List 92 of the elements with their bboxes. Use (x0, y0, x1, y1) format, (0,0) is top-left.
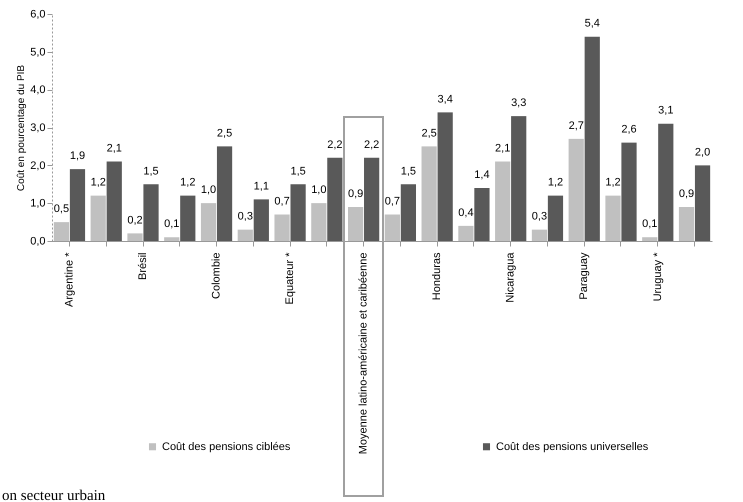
bar (438, 112, 453, 241)
x-tick-label: Nicaragua (504, 252, 517, 303)
y-tick-label: 3,0 (30, 122, 46, 134)
bar (164, 237, 180, 241)
data-label: 2,1 (495, 142, 510, 155)
x-tick-label: Uruguay * (652, 252, 664, 302)
data-label: 1,5 (143, 165, 159, 178)
data-label: 2,5 (216, 127, 232, 140)
bar (400, 184, 416, 241)
y-tick-label: 1,0 (30, 198, 46, 210)
x-tick-label: Moyenne latino-américaine et caribéenne (358, 252, 370, 454)
data-label: 1,9 (70, 150, 86, 162)
data-label: 2,6 (621, 124, 637, 136)
data-label: 0,3 (238, 210, 253, 223)
data-label: 2,5 (421, 127, 437, 140)
data-label: 1,1 (254, 180, 269, 192)
data-label: 2,7 (568, 120, 584, 132)
bar (70, 169, 86, 241)
data-label: 3,3 (511, 97, 526, 110)
data-label: 0,7 (384, 196, 400, 208)
bar (422, 146, 437, 241)
bar (274, 214, 290, 241)
bar (384, 214, 400, 241)
data-label: 0,1 (642, 218, 658, 230)
data-label: 2,1 (106, 142, 122, 155)
data-label: 2,0 (694, 146, 710, 158)
data-label: 1,2 (548, 176, 564, 189)
x-tick-label: Equateur * (284, 252, 296, 304)
bar (658, 124, 674, 241)
bar (364, 158, 380, 241)
bar (548, 196, 564, 241)
x-tick-label: Paraguay (578, 252, 590, 300)
bar (642, 237, 658, 241)
y-tick-label: 4,0 (30, 84, 46, 96)
y-axis-title: Coût en pourcentage du PIB (16, 64, 28, 192)
bar (605, 196, 621, 241)
data-label: 0,7 (274, 196, 290, 208)
x-tick-label: Brésil (137, 252, 150, 280)
data-label: 3,4 (438, 93, 453, 106)
bar (327, 158, 342, 241)
bar (54, 222, 70, 241)
data-label: 1,0 (311, 184, 326, 196)
bar (238, 230, 253, 241)
data-label: 0,1 (164, 218, 180, 230)
data-label: 1,2 (180, 176, 196, 189)
data-label: 2,2 (327, 138, 343, 151)
data-label: 0,2 (127, 214, 143, 226)
bar (106, 162, 122, 241)
data-label: 1,5 (400, 165, 416, 178)
bar (474, 188, 490, 241)
bar (290, 184, 306, 241)
bar (621, 142, 637, 241)
data-label: 1,4 (474, 169, 490, 182)
y-tick-label: 2,0 (30, 160, 46, 172)
x-tick-label: Honduras (431, 252, 444, 300)
bar (584, 36, 600, 241)
data-label: 1,2 (605, 176, 621, 189)
data-label: 0,9 (348, 188, 364, 200)
bar (180, 196, 196, 241)
data-label: 2,2 (364, 138, 380, 151)
bar (511, 116, 526, 241)
data-label: 1,2 (90, 176, 106, 189)
y-tick-label: 5,0 (30, 46, 46, 58)
bar (90, 196, 106, 241)
data-label: 0,5 (54, 203, 70, 216)
bar (143, 184, 159, 241)
y-tick-label: 0,0 (30, 236, 46, 248)
bar (532, 230, 548, 241)
legend-label: Coût des pensions ciblées (162, 440, 291, 453)
data-label: 3,1 (658, 104, 674, 117)
data-label: 0,4 (458, 206, 474, 219)
data-label: 0,3 (532, 210, 548, 223)
bar (254, 199, 269, 241)
x-tick-label: Argentine * (63, 252, 76, 307)
text: on secteur urbain (2, 488, 106, 502)
bar (216, 146, 232, 241)
bar (568, 138, 584, 241)
y-tick-label: 6,0 (30, 8, 46, 20)
bar (694, 165, 710, 241)
data-label: 5,4 (584, 18, 600, 30)
bar (348, 206, 364, 241)
legend-label: Coût des pensions universelles (496, 440, 649, 453)
data-label: 0,9 (678, 188, 694, 200)
bar (495, 162, 510, 241)
bar (678, 206, 694, 241)
bar (200, 203, 216, 241)
bar (127, 233, 143, 241)
data-label: 1,5 (290, 165, 306, 178)
data-label: 1,0 (200, 184, 216, 196)
x-tick-label: Colombie (210, 252, 223, 299)
bar (311, 203, 326, 241)
bar (458, 226, 474, 241)
